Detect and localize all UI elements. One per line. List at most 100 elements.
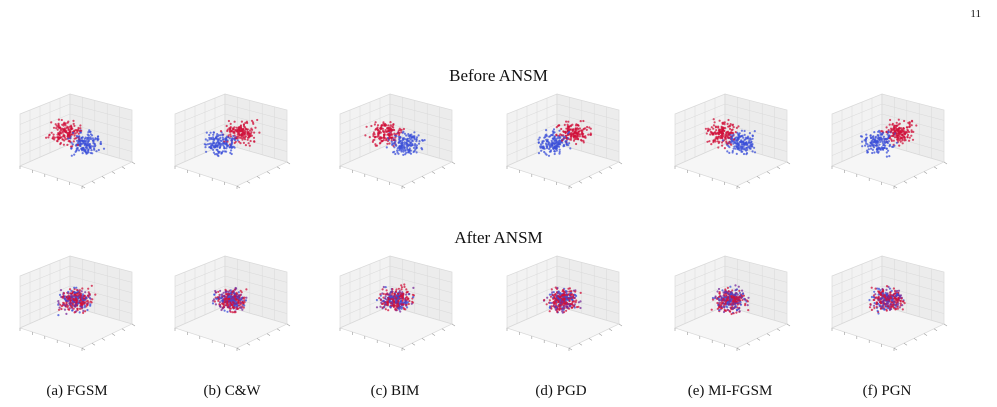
scatter-point: [877, 287, 880, 290]
scatter-point: [379, 305, 382, 308]
scatter-point: [567, 144, 570, 147]
scatter-point: [219, 289, 222, 292]
scatter-point: [81, 152, 84, 155]
scatter-point: [719, 129, 722, 132]
scatter-point: [877, 293, 880, 296]
scatter-point: [388, 133, 391, 136]
scatter-point: [726, 150, 729, 153]
scatter-points: [542, 286, 582, 314]
scatter-point: [723, 290, 726, 293]
scatter-point: [577, 138, 580, 141]
scatter-point: [64, 298, 67, 301]
page-number: 11: [970, 8, 981, 20]
scatter-point: [377, 128, 380, 132]
scatter-point: [727, 296, 730, 299]
scatter-point: [376, 135, 379, 138]
scatter-point: [741, 292, 744, 296]
scatter-point: [375, 127, 378, 130]
scatter-point: [250, 119, 254, 122]
scatter-point: [72, 131, 75, 134]
scatter-point: [400, 306, 403, 309]
scatter-point: [730, 312, 733, 316]
scatter-point: [895, 121, 898, 124]
scatter-point: [864, 140, 867, 143]
scatter-point: [372, 139, 375, 142]
scatter-point: [364, 134, 367, 137]
scatter-point: [210, 147, 213, 150]
scatter-point: [744, 142, 747, 145]
scatter-point: [86, 144, 89, 147]
scatter-point: [380, 301, 383, 304]
scatter-point: [573, 306, 576, 309]
scatter-point: [225, 304, 228, 307]
scatter-point: [558, 129, 561, 132]
scatter-point: [78, 289, 81, 292]
scatter-point: [209, 131, 212, 134]
scatter-point: [223, 300, 226, 303]
scatter-point: [62, 295, 65, 298]
scatter-point: [887, 300, 890, 303]
scatter-point: [548, 147, 551, 151]
scatter-point: [900, 133, 903, 136]
scatter-point: [748, 141, 751, 144]
scatter-point: [80, 147, 83, 151]
scatter-point: [249, 134, 252, 137]
scatter-point: [895, 290, 898, 293]
scatter-point: [738, 307, 741, 310]
scatter-point: [897, 118, 900, 121]
scatter-point: [903, 132, 907, 135]
scatter-point: [232, 131, 235, 134]
scatter-point: [239, 136, 242, 139]
scatter-point: [740, 150, 743, 153]
scatter-point: [885, 140, 888, 143]
scatter-point: [878, 136, 881, 139]
scatter-point: [387, 296, 390, 300]
scatter-point: [887, 140, 890, 143]
scatter-point: [73, 153, 76, 156]
scatter-point: [724, 137, 727, 140]
scatter-plot: [674, 93, 791, 189]
scatter-point: [95, 150, 98, 153]
scatter-point: [718, 301, 721, 304]
scatter-point: [865, 133, 868, 136]
scatter-point: [72, 119, 75, 122]
scatter-point: [411, 140, 414, 143]
scatter-point: [745, 146, 748, 150]
scatter-point: [549, 149, 553, 152]
scatter-point: [541, 142, 544, 145]
scatter-point: [240, 134, 243, 137]
scatter-point: [80, 303, 83, 306]
scatter-point: [96, 135, 99, 138]
scatter-point: [737, 301, 740, 305]
scatter-point: [50, 121, 53, 124]
scatter-point: [228, 137, 231, 140]
scatter-point: [727, 309, 730, 312]
scatter-point: [582, 139, 585, 142]
scatter-point: [212, 148, 215, 151]
scatter-point: [244, 144, 247, 147]
scatter-point: [869, 134, 872, 137]
scatter-point: [554, 286, 557, 289]
scatter-point: [70, 296, 73, 299]
scatter-point: [83, 304, 86, 307]
scatter-point: [899, 140, 902, 143]
scatter-point: [385, 289, 388, 292]
scatter-point: [396, 301, 399, 304]
scatter-point: [892, 139, 895, 142]
scatter-point: [94, 293, 97, 296]
scatter-point: [225, 142, 228, 145]
scatter-point: [866, 143, 869, 146]
scatter-point: [720, 299, 723, 302]
scatter-point: [575, 142, 578, 146]
scatter-point: [86, 294, 89, 297]
scatter-point: [388, 300, 391, 303]
caption-d: (d) PGD: [535, 383, 587, 399]
scatter-point: [63, 135, 66, 138]
scatter-point: [899, 137, 902, 140]
scatter-point: [874, 135, 877, 138]
scatter-point: [548, 293, 551, 296]
scatter-point: [879, 140, 882, 143]
scatter-point: [66, 132, 69, 135]
scatter-point: [391, 288, 394, 291]
scatter-point: [895, 124, 898, 127]
